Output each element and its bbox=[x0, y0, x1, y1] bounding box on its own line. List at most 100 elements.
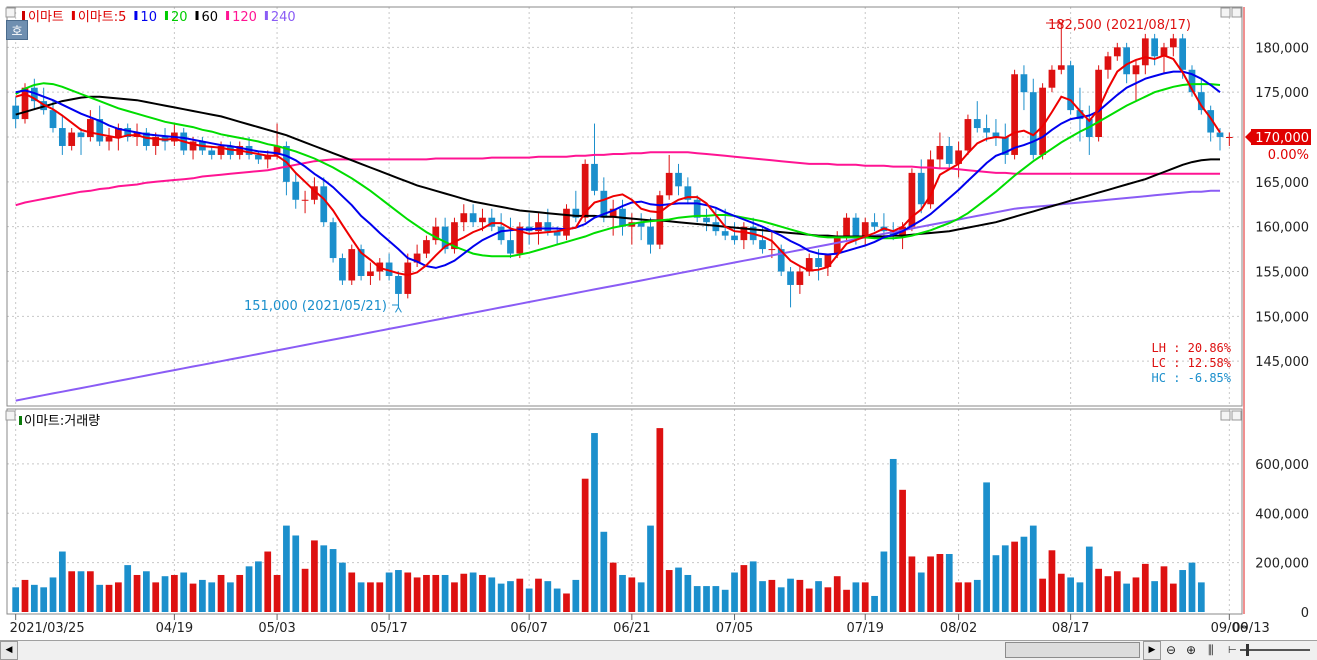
volume-bar bbox=[385, 572, 393, 612]
pane-menu-button[interactable] bbox=[5, 7, 16, 18]
volume-bar bbox=[367, 582, 374, 612]
candle-body bbox=[264, 154, 272, 160]
minimize-volume-button[interactable] bbox=[1220, 410, 1231, 421]
x-tick-label: 06/07 bbox=[510, 621, 547, 636]
candle-body bbox=[675, 172, 682, 187]
candle-body bbox=[423, 240, 430, 254]
candle-body bbox=[404, 262, 412, 294]
volume-bar bbox=[217, 574, 225, 612]
range-icon[interactable]: ⊢ bbox=[1228, 645, 1237, 656]
volume-bar bbox=[1179, 570, 1187, 612]
candle-body bbox=[1048, 69, 1056, 88]
x-tick-label: 08/17 bbox=[1052, 621, 1089, 636]
volume-bar bbox=[273, 574, 281, 612]
legend-marker bbox=[226, 11, 230, 20]
candle-body bbox=[600, 190, 608, 218]
volume-bar bbox=[1095, 568, 1102, 612]
volume-bar bbox=[30, 584, 38, 612]
maximize-volume-button[interactable] bbox=[1231, 410, 1242, 421]
volume-bar bbox=[889, 458, 897, 612]
volume-bar bbox=[852, 582, 860, 612]
zoom-in-icon[interactable]: ⊕ bbox=[1186, 643, 1197, 657]
candle-body bbox=[1160, 47, 1168, 57]
candle-body bbox=[1197, 92, 1205, 111]
pane-controls[interactable] bbox=[5, 7, 1242, 421]
candle-body bbox=[273, 145, 281, 155]
volume-menu-button[interactable] bbox=[5, 410, 16, 421]
stock-chart[interactable]: 180,000 175,000 170,000 165,000 160,000 155,0… bbox=[0, 0, 1317, 640]
candle-body bbox=[1225, 137, 1233, 139]
price-pane[interactable] bbox=[7, 7, 1242, 406]
scroll-thumb[interactable] bbox=[1005, 642, 1140, 658]
candle-body bbox=[479, 217, 486, 223]
volume-bar bbox=[1048, 550, 1056, 612]
volume-bar bbox=[292, 535, 300, 612]
volume-bar bbox=[945, 553, 953, 612]
scroll-left-arrow-icon[interactable]: ◀ bbox=[0, 641, 18, 660]
volume-pane[interactable] bbox=[7, 409, 1242, 612]
zoom-slider-knob[interactable] bbox=[1246, 644, 1249, 656]
chart-type-button[interactable]: 호 bbox=[6, 20, 28, 40]
volume-bar bbox=[208, 582, 216, 612]
volume-bar bbox=[311, 540, 318, 612]
x-tick-label: 05/03 bbox=[258, 621, 295, 636]
volume-bar bbox=[1020, 536, 1028, 612]
zoom-slider-track[interactable] bbox=[1240, 649, 1310, 651]
candle-body bbox=[68, 132, 76, 146]
volume-bar bbox=[833, 576, 841, 612]
candle-body bbox=[796, 271, 804, 285]
candle-body bbox=[329, 222, 337, 259]
volume-bar bbox=[665, 570, 673, 612]
volume-bar bbox=[815, 581, 822, 612]
volume-tick-label: 0 bbox=[1301, 606, 1309, 621]
scroll-right-arrow-icon[interactable]: ▶ bbox=[1143, 641, 1161, 660]
candle-body bbox=[1104, 56, 1112, 70]
candle-body bbox=[861, 222, 869, 236]
candle-body bbox=[581, 163, 589, 218]
volume-bar bbox=[171, 574, 178, 612]
volume-bar bbox=[1188, 562, 1196, 612]
candle-body bbox=[805, 258, 813, 272]
volume-bar bbox=[731, 572, 738, 612]
candle-body bbox=[759, 240, 766, 250]
volume-bar bbox=[40, 587, 48, 612]
candle-body bbox=[740, 226, 748, 241]
candle-body bbox=[58, 128, 66, 146]
volume-bar bbox=[68, 571, 76, 612]
volume-bar bbox=[124, 565, 132, 612]
legend-label: 10 bbox=[140, 10, 157, 25]
candle-body bbox=[637, 222, 645, 227]
volume-bar bbox=[749, 561, 757, 612]
volume-bar bbox=[395, 570, 402, 612]
legend-label: 60 bbox=[202, 10, 219, 25]
volume-bar bbox=[423, 574, 430, 612]
candle-body bbox=[217, 145, 225, 155]
zoom-out-icon[interactable]: ⊖ bbox=[1166, 643, 1177, 657]
current-price-label: 170,000 bbox=[1255, 131, 1309, 146]
volume-bar bbox=[553, 588, 561, 612]
candle-body bbox=[693, 199, 701, 218]
candle-body bbox=[395, 275, 402, 294]
moving-average-10-line bbox=[15, 70, 1221, 269]
low-annotation: 151,000 (2021/05/21) bbox=[244, 299, 387, 314]
volume-bar bbox=[861, 582, 869, 612]
volume-bar bbox=[777, 587, 785, 612]
candle-body bbox=[1207, 110, 1215, 133]
volume-bar bbox=[348, 572, 356, 612]
minimize-pane-button[interactable] bbox=[1220, 7, 1231, 18]
candle-body bbox=[367, 271, 374, 276]
candle-body bbox=[973, 119, 981, 129]
maximize-pane-button[interactable] bbox=[1231, 7, 1242, 18]
candle-body bbox=[889, 231, 897, 236]
candle-body bbox=[1216, 132, 1224, 138]
candle-body bbox=[348, 249, 356, 281]
horizontal-scrollbar[interactable]: ◀ ▶ ⊖ ⊕ ⫼ ⊢ bbox=[0, 640, 1317, 660]
volume-bar bbox=[871, 595, 878, 612]
volume-bar bbox=[21, 579, 29, 612]
candle-body bbox=[21, 87, 29, 120]
volume-bar bbox=[675, 567, 682, 612]
candle-body bbox=[983, 128, 990, 133]
volume-bar bbox=[656, 428, 664, 612]
volume-bar bbox=[955, 582, 962, 612]
bar-count-icon[interactable]: ⫼ bbox=[1208, 643, 1214, 657]
